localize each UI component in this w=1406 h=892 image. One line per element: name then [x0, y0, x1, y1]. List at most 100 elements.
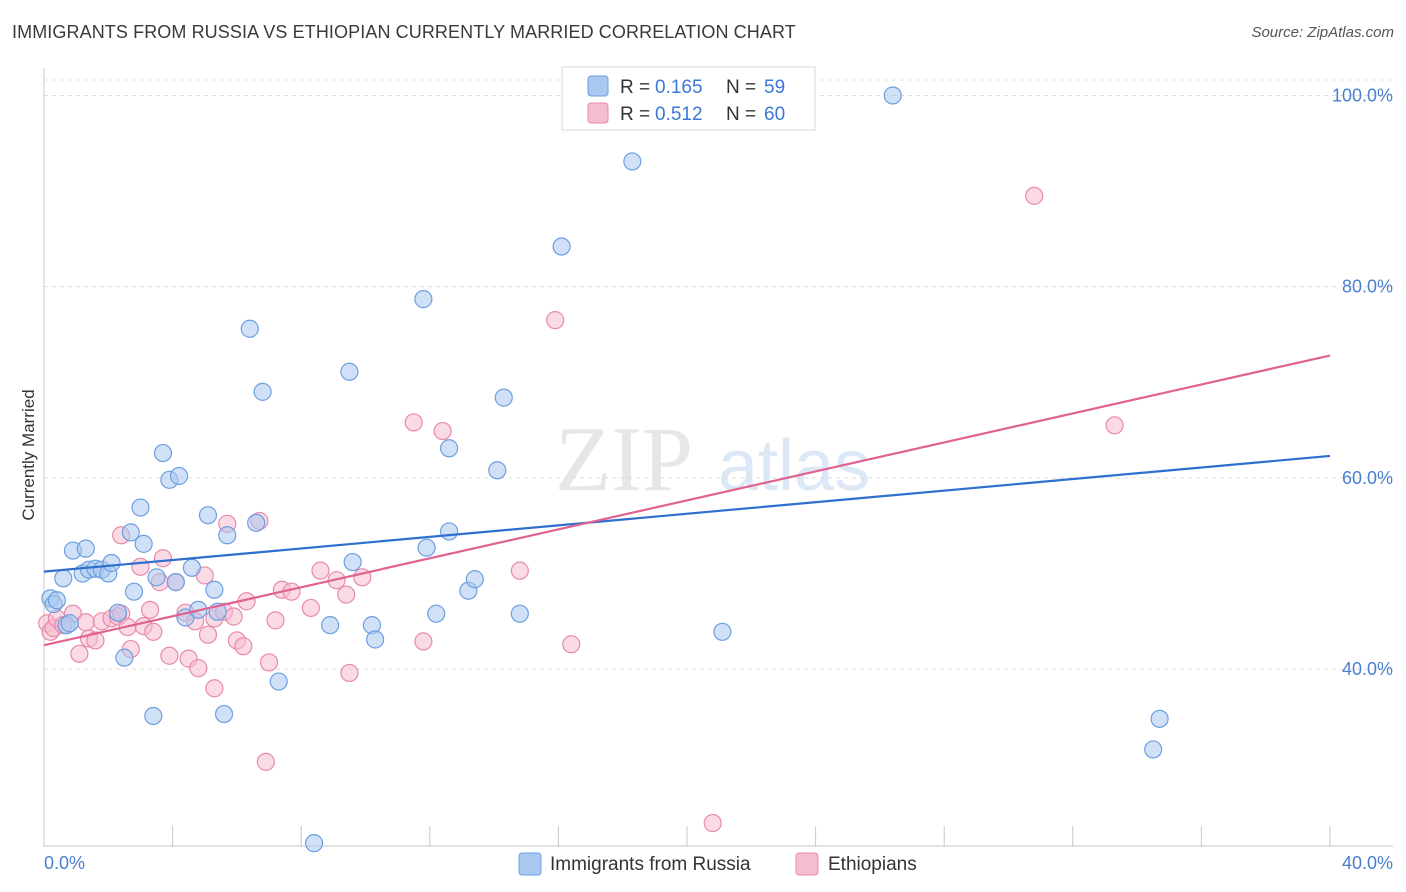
ethiopians-point	[234, 637, 253, 656]
gridlines	[44, 79, 1394, 670]
y-tick-label: 100.0%	[1332, 85, 1393, 105]
legend-r-label-russia: R =	[620, 77, 650, 98]
russia-point	[494, 388, 513, 407]
russia-point	[147, 568, 166, 587]
ethiopians-trend-line	[43, 354, 1331, 647]
russia-point	[253, 382, 272, 401]
ethiopians-point	[189, 659, 208, 678]
ethiopians-point	[153, 549, 173, 568]
russia-point	[488, 461, 507, 480]
ethiopians-point	[140, 600, 160, 619]
y-tick-label: 60.0%	[1342, 468, 1393, 488]
ethiopians-point	[1025, 186, 1044, 205]
ethiopians-point	[131, 557, 150, 576]
russia-point	[552, 237, 571, 256]
russia-point	[76, 539, 95, 558]
russia-point	[465, 570, 484, 589]
russia-point	[510, 604, 529, 623]
russia-point	[131, 498, 150, 517]
x-tick-label-min: 0.0%	[44, 853, 85, 873]
bottom-legend-label-russia: Immigrants from Russia	[550, 854, 751, 875]
russia-trend-line	[43, 454, 1331, 573]
russia-point	[218, 526, 237, 545]
axes: 40.0% 60.0% 80.0% 100.0%	[43, 68, 1393, 847]
russia-point	[713, 622, 732, 641]
y-tick-label: 80.0%	[1342, 277, 1393, 297]
russia-point	[47, 591, 66, 610]
russia-point	[153, 443, 173, 463]
russia-point	[198, 506, 218, 525]
ethiopians-point	[301, 598, 320, 618]
ethiopians-point	[160, 646, 179, 665]
ethiopians-point	[414, 632, 433, 651]
bottom-legend-label-ethiopians: Ethiopians	[828, 854, 917, 875]
ethiopians-point	[205, 679, 224, 698]
russia-point	[439, 439, 459, 458]
russia-point	[115, 648, 134, 667]
bottom-legend-swatch-russia	[518, 852, 542, 876]
ethiopians-point	[311, 561, 330, 580]
russia-point	[134, 534, 153, 553]
ethiopians-point	[259, 653, 279, 672]
russia-point	[1144, 740, 1163, 759]
russia-point	[623, 152, 642, 171]
ethiopians-point	[340, 663, 359, 683]
legend-r-label-ethiopians: R =	[620, 104, 650, 125]
ethiopians-point	[404, 413, 423, 432]
russia-point	[343, 552, 362, 572]
watermark-zip: ZIP	[555, 408, 693, 510]
russia-point	[269, 672, 288, 691]
source-label: Source: ZipAtlas.com	[1251, 24, 1394, 41]
ethiopians-point	[76, 613, 95, 632]
russia-point	[214, 704, 234, 724]
legend-swatch-ethiopians	[587, 102, 609, 124]
russia-point	[417, 538, 436, 557]
russia-point	[240, 319, 259, 338]
legend-swatch-russia	[587, 75, 609, 97]
russia-point	[108, 603, 128, 622]
ethiopians-point	[224, 607, 243, 626]
legend-n-value-russia: 59	[764, 77, 785, 98]
y-tick-label: 40.0%	[1342, 659, 1393, 679]
correlation-legend: R = 0.165 N = 59 R = 0.512 N = 60	[561, 66, 816, 131]
ethiopians-point	[510, 561, 529, 580]
ethiopians-point	[266, 611, 285, 630]
russia-point	[205, 580, 224, 599]
x-tick-label-max: 40.0%	[1342, 853, 1393, 873]
ethiopians-point	[433, 421, 452, 441]
russia-point	[883, 86, 902, 105]
russia-point	[166, 573, 185, 592]
russia-point	[60, 614, 79, 633]
legend-n-value-ethiopians: 60	[764, 104, 785, 125]
russia-point	[247, 513, 266, 532]
legend-n-label-russia: N =	[726, 77, 756, 98]
ethiopians-point	[562, 635, 581, 654]
ethiopians-point	[144, 622, 163, 641]
series-legend: Immigrants from Russia Ethiopians	[518, 852, 917, 876]
russia-point	[304, 834, 324, 853]
trend-lines	[43, 354, 1331, 647]
russia-point	[427, 604, 446, 623]
russia-point	[321, 616, 340, 635]
ethiopians-point	[256, 752, 275, 771]
legend-r-value-ethiopians: 0.512	[655, 104, 703, 125]
russia-point	[366, 630, 385, 649]
ethiopians-point	[1105, 416, 1124, 435]
watermark-atlas: atlas	[718, 426, 870, 506]
russia-point	[169, 466, 189, 486]
legend-r-value-russia: 0.165	[655, 77, 703, 98]
russia-point	[121, 523, 140, 542]
ethiopians-point	[546, 311, 565, 330]
ethiopians-point	[86, 631, 105, 650]
chart-title: IMMIGRANTS FROM RUSSIA VS ETHIOPIAN CURR…	[12, 22, 796, 42]
ethiopians-point	[198, 625, 218, 644]
russia-point	[439, 522, 459, 541]
russia-points	[41, 86, 1169, 853]
bottom-legend-swatch-ethiopians	[795, 852, 819, 876]
ethiopians-point	[703, 813, 722, 833]
y-axis-label: Currently Married	[19, 389, 38, 520]
legend-n-label-ethiopians: N =	[726, 104, 756, 125]
russia-point	[102, 553, 121, 573]
russia-point	[1150, 709, 1169, 728]
